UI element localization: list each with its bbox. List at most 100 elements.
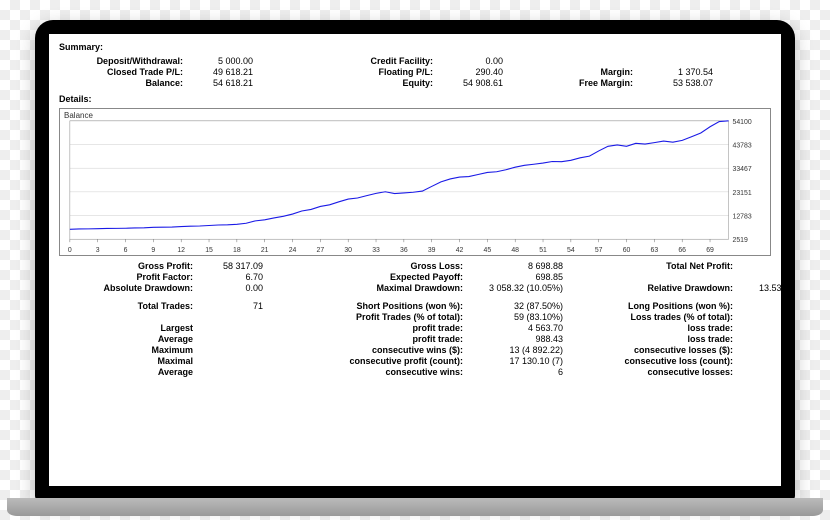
lbl-margin: Margin: xyxy=(549,67,639,77)
svg-text:66: 66 xyxy=(678,247,686,254)
balance-chart: Balance 2519 12783 23151 33467 43783 54100 0 3… xyxy=(59,108,771,256)
details-heading: Details: xyxy=(59,94,771,104)
details-grid: Gross Profit: 58 317.09 Gross Loss: 8 69… xyxy=(59,261,771,377)
val-equity: 54 908.61 xyxy=(439,78,509,88)
lbl-gross-loss: Gross Loss: xyxy=(309,261,469,271)
lbl-max-cons-wins: consecutive wins ($): xyxy=(309,345,469,355)
val-abs-drawdown: 0.00 xyxy=(199,283,269,293)
svg-text:57: 57 xyxy=(595,247,603,254)
svg-text:21: 21 xyxy=(261,247,269,254)
lbl-avg-loss: loss trade: xyxy=(579,334,739,344)
lbl-profit-factor: Profit Factor: xyxy=(59,272,199,282)
lbl-deposit: Deposit/Withdrawal: xyxy=(59,56,189,66)
val-expected-payoff: 698.85 xyxy=(469,272,569,282)
chart-series-label: Balance xyxy=(64,111,93,120)
lbl-gross-profit: Gross Profit: xyxy=(59,261,199,271)
val-rel-drawdown: 13.53% (2 910.73) xyxy=(739,283,781,293)
lbl-abs-drawdown: Absolute Drawdown: xyxy=(59,283,199,293)
svg-text:33: 33 xyxy=(372,247,380,254)
summary-heading: Summary: xyxy=(59,42,771,52)
lbl-largest-loss: loss trade: xyxy=(579,323,739,333)
lbl-avg-cons-losses: consecutive losses: xyxy=(579,367,739,377)
svg-text:0: 0 xyxy=(68,247,72,254)
lbl-loss-trades: Loss trades (% of total): xyxy=(579,312,739,322)
svg-text:24: 24 xyxy=(289,247,297,254)
lbl-floating-pl: Floating P/L: xyxy=(319,67,439,77)
svg-text:60: 60 xyxy=(623,247,631,254)
val-avg-cons-losses xyxy=(739,367,781,377)
lbl-average: Average xyxy=(59,334,199,344)
val-margin: 1 370.54 xyxy=(639,67,719,77)
svg-text:2519: 2519 xyxy=(733,237,748,244)
val-total-trades: 71 xyxy=(199,301,269,311)
svg-text:30: 30 xyxy=(344,247,352,254)
svg-text:12: 12 xyxy=(177,247,185,254)
svg-text:39: 39 xyxy=(428,247,436,254)
lbl-total-trades: Total Trades: xyxy=(59,301,199,311)
lbl-largest-profit: profit trade: xyxy=(309,323,469,333)
svg-text:23151: 23151 xyxy=(733,190,752,197)
lbl-net-profit: Total Net Profit: xyxy=(579,261,739,271)
lbl-short-won: Short Positions (won %): xyxy=(309,301,469,311)
val-maximal-cons-profit: 17 130.10 (7) xyxy=(469,356,569,366)
val-loss-trades: 12 (16.90%) xyxy=(739,312,781,322)
val-credit: 0.00 xyxy=(439,56,509,66)
val-balance: 54 618.21 xyxy=(189,78,259,88)
summary-grid: Deposit/Withdrawal: 5 000.00 Credit Faci… xyxy=(59,56,771,88)
val-short-won: 32 (87.50%) xyxy=(469,301,569,311)
svg-text:54: 54 xyxy=(567,247,575,254)
val-floating-pl: 290.40 xyxy=(439,67,509,77)
val-profit-trades: 59 (83.10%) xyxy=(469,312,569,322)
val-gross-loss: 8 698.88 xyxy=(469,261,569,271)
lbl-balance: Balance: xyxy=(59,78,189,88)
svg-text:33467: 33467 xyxy=(733,166,752,173)
lbl-equity: Equity: xyxy=(319,78,439,88)
lbl-max-cons-losses: consecutive losses ($): xyxy=(579,345,739,355)
lbl-closed-pl: Closed Trade P/L: xyxy=(59,67,189,77)
svg-text:54100: 54100 xyxy=(733,119,752,126)
lbl-maximum: Maximum xyxy=(59,345,199,355)
lbl-largest: Largest xyxy=(59,323,199,333)
val-largest-loss: -2 910.73 xyxy=(739,323,781,333)
svg-text:18: 18 xyxy=(233,247,241,254)
val-max-cons-losses: 3 (-3 058.32) xyxy=(739,345,781,355)
val-profit-factor: 6.70 xyxy=(199,272,269,282)
lbl-avg-cons-wins: consecutive wins: xyxy=(309,367,469,377)
svg-text:36: 36 xyxy=(400,247,408,254)
lbl-credit: Credit Facility: xyxy=(319,56,439,66)
val-avg-loss: -724.91 xyxy=(739,334,781,344)
lbl-profit-trades: Profit Trades (% of total): xyxy=(309,312,469,322)
lbl-average2: Average xyxy=(59,367,199,377)
lbl-expected-payoff: Expected Payoff: xyxy=(309,272,469,282)
val-max-cons-wins: 13 (4 892.22) xyxy=(469,345,569,355)
svg-text:69: 69 xyxy=(706,247,714,254)
lbl-max-drawdown: Maximal Drawdown: xyxy=(309,283,469,293)
lbl-long-won: Long Positions (won %): xyxy=(579,301,739,311)
lbl-maximal-cons-loss: consecutive loss (count): xyxy=(579,356,739,366)
val-gross-profit: 58 317.09 xyxy=(199,261,269,271)
svg-text:51: 51 xyxy=(539,247,547,254)
val-largest-profit: 4 563.70 xyxy=(469,323,569,333)
lbl-avg-profit: profit trade: xyxy=(309,334,469,344)
report-screen: Summary: Deposit/Withdrawal: 5 000.00 Cr… xyxy=(49,34,781,486)
svg-text:27: 27 xyxy=(317,247,325,254)
svg-text:15: 15 xyxy=(205,247,213,254)
svg-text:12783: 12783 xyxy=(733,214,752,221)
svg-text:42: 42 xyxy=(456,247,464,254)
svg-text:43783: 43783 xyxy=(733,142,752,149)
svg-text:9: 9 xyxy=(151,247,155,254)
svg-text:48: 48 xyxy=(511,247,519,254)
val-long-won: 39 (79.49%) xyxy=(739,301,781,311)
lbl-free-margin: Free Margin: xyxy=(549,78,639,88)
svg-text:63: 63 xyxy=(651,247,659,254)
val-closed-pl: 49 618.21 xyxy=(189,67,259,77)
val-max-drawdown: 3 058.32 (10.05%) xyxy=(469,283,569,293)
lbl-maximal: Maximal xyxy=(59,356,199,366)
val-avg-cons-wins: 6 xyxy=(469,367,569,377)
val-avg-profit: 988.43 xyxy=(469,334,569,344)
val-free-margin: 53 538.07 xyxy=(639,78,719,88)
svg-text:45: 45 xyxy=(484,247,492,254)
val-maximal-cons-loss: -3 058.32 (3) xyxy=(739,356,781,366)
val-net-profit: 49 618.21 xyxy=(739,261,781,271)
svg-text:6: 6 xyxy=(124,247,128,254)
